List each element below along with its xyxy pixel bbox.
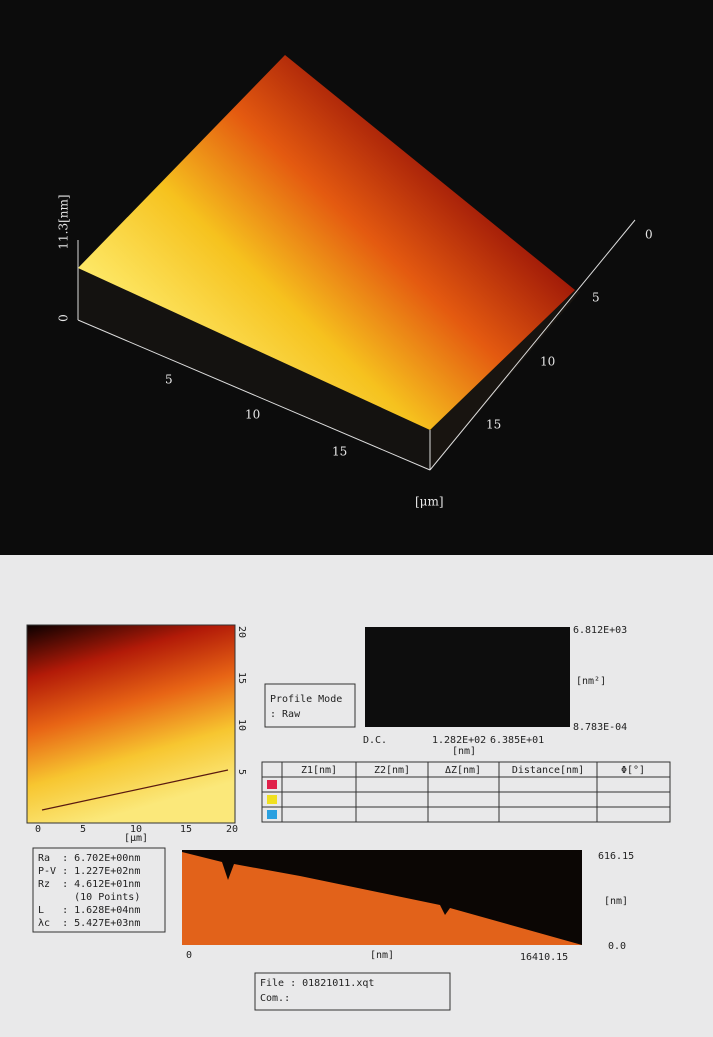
y-tick: 10 (540, 355, 555, 369)
tick: 20 (236, 626, 247, 638)
dc: D.C. (363, 735, 387, 746)
stats-box (32, 847, 166, 933)
table-header: Distance[nm] (512, 765, 584, 776)
tick: 10 (236, 719, 247, 731)
file-name: File : 01821011.xqt (260, 978, 374, 989)
front-face (78, 268, 430, 470)
mode-value: : Raw (270, 709, 301, 720)
stat-line: Ra : 6.702E+00nm (38, 853, 140, 864)
stat-line: P-V : 1.227E+02nm (38, 866, 140, 877)
table-header: Φ[°] (621, 765, 645, 776)
table-header: Z1[nm] (301, 765, 337, 776)
tick: 20 (226, 824, 238, 835)
profile-x-unit: [nm] (370, 950, 394, 961)
profile-top: 616.15 (598, 851, 634, 862)
profile-x-end: 16410.15 (520, 952, 568, 963)
tick: 5 (80, 824, 86, 835)
image-frame (26, 624, 236, 824)
table-header: ΔZ[nm] (445, 765, 481, 776)
y-tick: 15 (486, 418, 501, 432)
spectrum-x2: 6.385E+01 (490, 735, 544, 746)
stat-line: Rz : 4.612E+01nm (38, 879, 140, 890)
tick: 15 (236, 672, 247, 684)
stat-line: λc : 5.427E+03nm (38, 918, 140, 929)
table-header: Z2[nm] (374, 765, 410, 776)
tick: 15 (180, 824, 192, 835)
mode-title: Profile Mode (270, 694, 342, 705)
stat-line: (10 Points) (38, 892, 140, 903)
afm-image (27, 625, 235, 823)
spectrum-bottom: 8.783E-04 (573, 722, 627, 733)
x-tick: 10 (245, 408, 260, 422)
tick: 0 (35, 824, 41, 835)
profile-x-start: 0 (186, 950, 192, 961)
x-tick: 15 (332, 445, 347, 459)
profile-bottom: 0.0 (608, 941, 626, 952)
surface (78, 55, 575, 430)
spectrum-x1: 1.282E+02 (432, 735, 486, 746)
unit: [μm] (415, 495, 444, 509)
mode-box (264, 683, 356, 728)
stat-line: L : 1.628E+04nm (38, 905, 140, 916)
z-zero: 0 (57, 314, 71, 322)
row-color (267, 780, 277, 789)
y-tick: 5 (592, 291, 600, 305)
profile-line (41, 769, 229, 811)
row-color (267, 810, 277, 819)
file-comment: Com.: (260, 993, 290, 1004)
profile-unit: [nm] (604, 896, 628, 907)
z-label: 11.3[nm] (57, 194, 71, 249)
axes (77, 219, 636, 471)
tick: 5 (236, 769, 247, 775)
y-tick: 0 (645, 228, 653, 242)
spectrum-top: 6.812E+03 (573, 625, 627, 636)
row-color (267, 795, 277, 804)
profile-curve (182, 852, 582, 945)
tick: 10 (130, 824, 142, 835)
spectrum-x-unit: [nm] (452, 746, 476, 757)
spectrum (365, 627, 570, 727)
table-grid (261, 761, 671, 823)
file-box (254, 972, 451, 1011)
spectrum-unit: [nm²] (576, 676, 606, 687)
unit: [μm] (124, 833, 148, 844)
x-tick: 5 (165, 373, 173, 387)
